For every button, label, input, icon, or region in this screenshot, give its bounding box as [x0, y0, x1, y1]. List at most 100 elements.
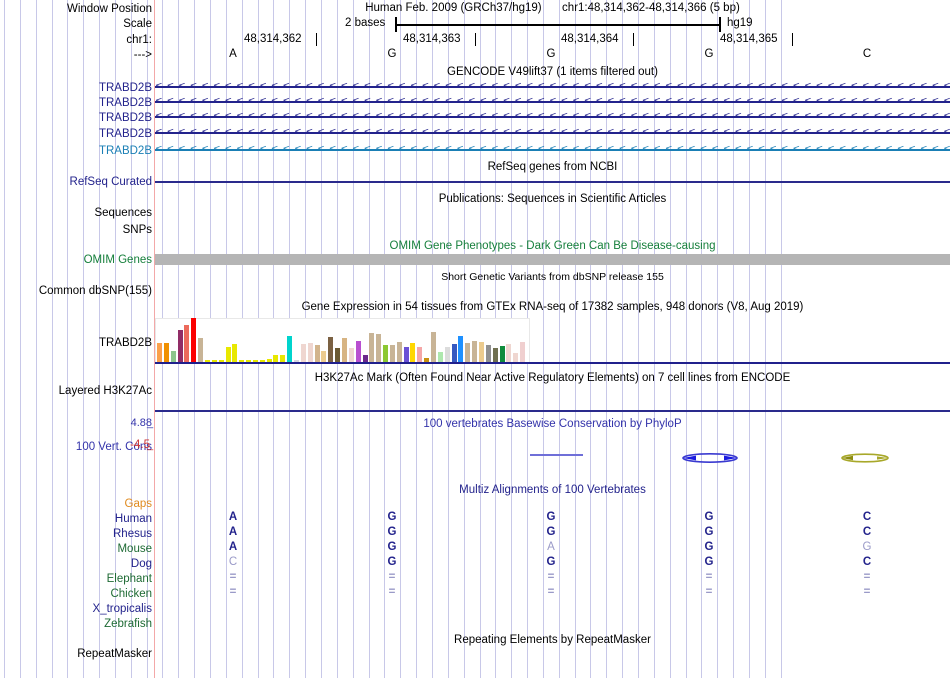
- gtex-bar[interactable]: [492, 348, 498, 362]
- gtex-bar[interactable]: [478, 341, 484, 362]
- omim-genes-bar[interactable]: [155, 254, 950, 265]
- gtex-bar[interactable]: [259, 359, 265, 362]
- gtex-bar[interactable]: [465, 342, 471, 362]
- label-layered-h3k27ac[interactable]: Layered H3K27Ac: [58, 385, 152, 397]
- gtex-bar[interactable]: [314, 345, 320, 362]
- gene-row-1[interactable]: <<<<<<<<<<<<<<<<<<<<<<<<<<<<<<<<<<<<<<<<…: [155, 96, 950, 107]
- label-species-zebrafish[interactable]: Zebrafish: [104, 618, 152, 630]
- gtex-bar[interactable]: [520, 341, 526, 362]
- label-sequences[interactable]: Sequences: [94, 207, 152, 219]
- label-species-chicken[interactable]: Chicken: [110, 588, 152, 600]
- gtex-bar[interactable]: [321, 350, 327, 362]
- gtex-bar[interactable]: [328, 337, 334, 362]
- gtex-bar[interactable]: [513, 352, 519, 362]
- gtex-bar[interactable]: [225, 347, 231, 362]
- gene-row-0[interactable]: <<<<<<<<<<<<<<<<<<<<<<<<<<<<<<<<<<<<<<<<…: [155, 81, 950, 92]
- label-species-dog[interactable]: Dog: [130, 558, 152, 570]
- label-gene-row-1[interactable]: TRABD2B: [98, 97, 152, 109]
- gtex-bar[interactable]: [273, 355, 279, 362]
- gtex-bar[interactable]: [335, 348, 341, 362]
- publications-track-title[interactable]: Publications: Sequences in Scientific Ar…: [438, 193, 667, 205]
- label-gene-row-2[interactable]: TRABD2B: [98, 112, 152, 124]
- refseq-curated-line[interactable]: [155, 181, 950, 183]
- gtex-bar[interactable]: [485, 345, 491, 362]
- gtex-bar[interactable]: [157, 342, 162, 362]
- gtex-bar[interactable]: [170, 350, 176, 362]
- label-snps[interactable]: SNPs: [122, 224, 152, 236]
- gtex-bar[interactable]: [451, 343, 457, 362]
- gtex-bar[interactable]: [266, 358, 272, 362]
- conservation-track-title[interactable]: 100 vertebrates Basewise Conservation by…: [423, 418, 682, 430]
- cons-min-tick-dash: _: [147, 439, 154, 451]
- label-species-elephant[interactable]: Elephant: [106, 573, 152, 585]
- label-gene-row-4[interactable]: TRABD2B: [98, 145, 152, 157]
- cons-max-value: 4.88: [130, 417, 152, 429]
- gtex-bar[interactable]: [163, 342, 169, 362]
- gtex-bar[interactable]: [204, 359, 210, 362]
- label-omim-genes[interactable]: OMIM Genes: [83, 254, 152, 266]
- gtex-bar[interactable]: [191, 318, 197, 362]
- dbsnp-track-title[interactable]: Short Genetic Variants from dbSNP releas…: [441, 271, 664, 283]
- gtex-bar[interactable]: [239, 359, 245, 362]
- gencode-track-title[interactable]: GENCODE V49lift37 (1 items filtered out): [447, 66, 658, 78]
- omim-track-title[interactable]: OMIM Gene Phenotypes - Dark Green Can Be…: [389, 240, 716, 252]
- gtex-bar[interactable]: [410, 342, 416, 362]
- gtex-bar[interactable]: [348, 348, 354, 362]
- gtex-bar[interactable]: [307, 342, 313, 362]
- gtex-expression-chart[interactable]: [155, 318, 950, 364]
- gtex-bar[interactable]: [376, 333, 382, 362]
- gtex-bar[interactable]: [294, 360, 299, 362]
- multiz-track-title[interactable]: Multiz Alignments of 100 Vertebrates: [459, 484, 646, 496]
- gtex-bar[interactable]: [355, 340, 361, 362]
- gtex-bar[interactable]: [211, 359, 217, 362]
- gtex-bar[interactable]: [403, 347, 409, 362]
- label-species-x-tropicalis[interactable]: X_tropicalis: [92, 603, 152, 615]
- gtex-bar[interactable]: [506, 343, 512, 362]
- gtex-bar[interactable]: [232, 343, 238, 362]
- gene-row-3[interactable]: <<<<<<<<<<<<<<<<<<<<<<<<<<<<<<<<<<<<<<<<…: [155, 127, 950, 138]
- h3k27ac-track-title[interactable]: H3K27Ac Mark (Often Found Near Active Re…: [314, 372, 791, 384]
- label-repeatmasker[interactable]: RepeatMasker: [77, 648, 152, 660]
- repeatmasker-track-title[interactable]: Repeating Elements by RepeatMasker: [454, 634, 651, 646]
- gtex-bar[interactable]: [444, 347, 450, 362]
- label-gaps[interactable]: Gaps: [124, 498, 153, 510]
- gtex-bar[interactable]: [177, 330, 183, 362]
- gtex-bar[interactable]: [198, 338, 204, 362]
- gtex-bar[interactable]: [287, 336, 293, 362]
- gtex-bar[interactable]: [280, 355, 286, 362]
- gtex-bar[interactable]: [369, 332, 375, 362]
- track-data-area: Human Feb. 2009 (GRCh37/hg19) chr1:48,31…: [130, 0, 950, 678]
- gtex-bar[interactable]: [184, 324, 190, 362]
- gtex-bar[interactable]: [252, 359, 258, 362]
- multiz-base-mouse-0: A: [228, 541, 238, 553]
- gene-row-4[interactable]: <<<<<<<<<<<<<<<<<<<<<<<<<<<<<<<<<<<<<<<<…: [155, 144, 950, 155]
- label-species-rhesus[interactable]: Rhesus: [113, 528, 152, 540]
- conservation-plot[interactable]: [155, 412, 950, 464]
- label-gene-row-0[interactable]: TRABD2B: [98, 82, 152, 94]
- label-species-mouse[interactable]: Mouse: [117, 543, 152, 555]
- gtex-bar[interactable]: [472, 340, 478, 362]
- gtex-bar[interactable]: [424, 357, 430, 362]
- label-100-vert-cons[interactable]: 100 Vert. Cons: [75, 441, 152, 453]
- gtex-bar[interactable]: [431, 331, 436, 362]
- label-refseq-curated[interactable]: RefSeq Curated: [69, 176, 152, 188]
- gtex-bar[interactable]: [458, 336, 464, 362]
- label-gene-row-3[interactable]: TRABD2B: [98, 128, 152, 140]
- gtex-bar[interactable]: [417, 347, 423, 362]
- gtex-bar[interactable]: [300, 343, 306, 362]
- gtex-bar[interactable]: [218, 359, 224, 362]
- gtex-bar[interactable]: [341, 338, 347, 362]
- refseq-track-title[interactable]: RefSeq genes from NCBI: [487, 161, 618, 173]
- gtex-bar[interactable]: [396, 341, 402, 362]
- label-common-dbsnp[interactable]: Common dbSNP(155): [38, 285, 152, 297]
- gtex-bar[interactable]: [246, 359, 252, 362]
- label-species-human[interactable]: Human: [114, 513, 152, 525]
- gtex-bar[interactable]: [383, 345, 389, 362]
- gtex-bar[interactable]: [499, 346, 505, 362]
- gtex-bar[interactable]: [362, 355, 368, 362]
- gtex-bar[interactable]: [389, 345, 395, 362]
- gtex-bar[interactable]: [437, 351, 443, 362]
- gene-row-2[interactable]: <<<<<<<<<<<<<<<<<<<<<<<<<<<<<<<<<<<<<<<<…: [155, 111, 950, 122]
- label-gtex-gene[interactable]: TRABD2B: [98, 337, 152, 349]
- gtex-track-title[interactable]: Gene Expression in 54 tissues from GTEx …: [301, 301, 804, 313]
